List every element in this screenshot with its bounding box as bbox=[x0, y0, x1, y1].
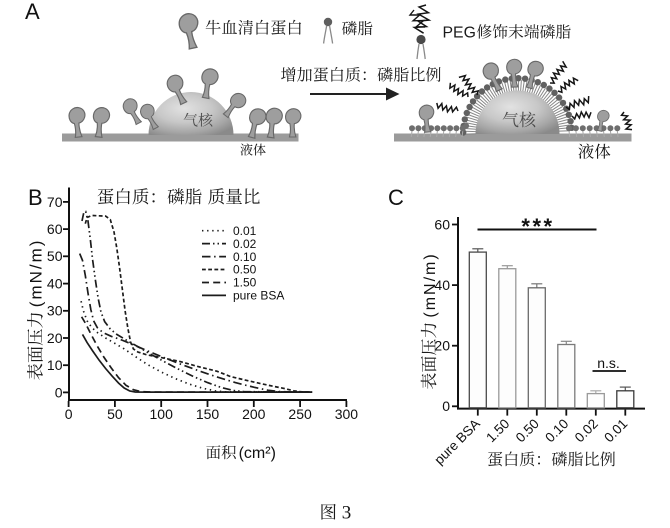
svg-text:0: 0 bbox=[55, 384, 63, 400]
svg-text:0: 0 bbox=[65, 406, 73, 422]
svg-text:50: 50 bbox=[107, 406, 123, 422]
svg-text:30: 30 bbox=[47, 303, 63, 319]
svg-text:50: 50 bbox=[47, 248, 63, 264]
svg-text:A: A bbox=[25, 0, 40, 24]
svg-text:300: 300 bbox=[335, 406, 359, 422]
svg-text:20: 20 bbox=[47, 330, 63, 346]
svg-text:(mN/m): (mN/m) bbox=[422, 252, 439, 317]
svg-text:100: 100 bbox=[150, 406, 174, 422]
svg-text:60: 60 bbox=[47, 221, 63, 237]
svg-text:60: 60 bbox=[434, 216, 450, 232]
svg-text:150: 150 bbox=[196, 406, 220, 422]
svg-text:3: 3 bbox=[342, 502, 352, 523]
svg-text:250: 250 bbox=[288, 406, 312, 422]
svg-text:n.s.: n.s. bbox=[597, 355, 620, 371]
svg-text:1.50: 1.50 bbox=[233, 276, 257, 290]
svg-text:B: B bbox=[28, 185, 43, 210]
svg-text:(mN/m): (mN/m) bbox=[27, 239, 46, 308]
svg-text:0.10: 0.10 bbox=[233, 250, 257, 264]
svg-text:0.50: 0.50 bbox=[233, 263, 257, 277]
svg-text:70: 70 bbox=[47, 194, 63, 210]
svg-text:40: 40 bbox=[47, 276, 63, 292]
svg-text:10: 10 bbox=[47, 357, 63, 373]
svg-text:PEG: PEG bbox=[443, 25, 476, 42]
svg-text:***: *** bbox=[521, 214, 554, 239]
svg-text:40: 40 bbox=[434, 277, 450, 293]
svg-text:0.02: 0.02 bbox=[233, 237, 257, 251]
svg-text:200: 200 bbox=[242, 406, 266, 422]
svg-text:C: C bbox=[388, 185, 404, 210]
svg-text:pure BSA: pure BSA bbox=[233, 289, 284, 303]
svg-text:20: 20 bbox=[434, 338, 450, 354]
svg-text:(cm²): (cm²) bbox=[239, 445, 276, 462]
svg-text:0.01: 0.01 bbox=[233, 224, 257, 238]
svg-text:0: 0 bbox=[442, 398, 450, 414]
